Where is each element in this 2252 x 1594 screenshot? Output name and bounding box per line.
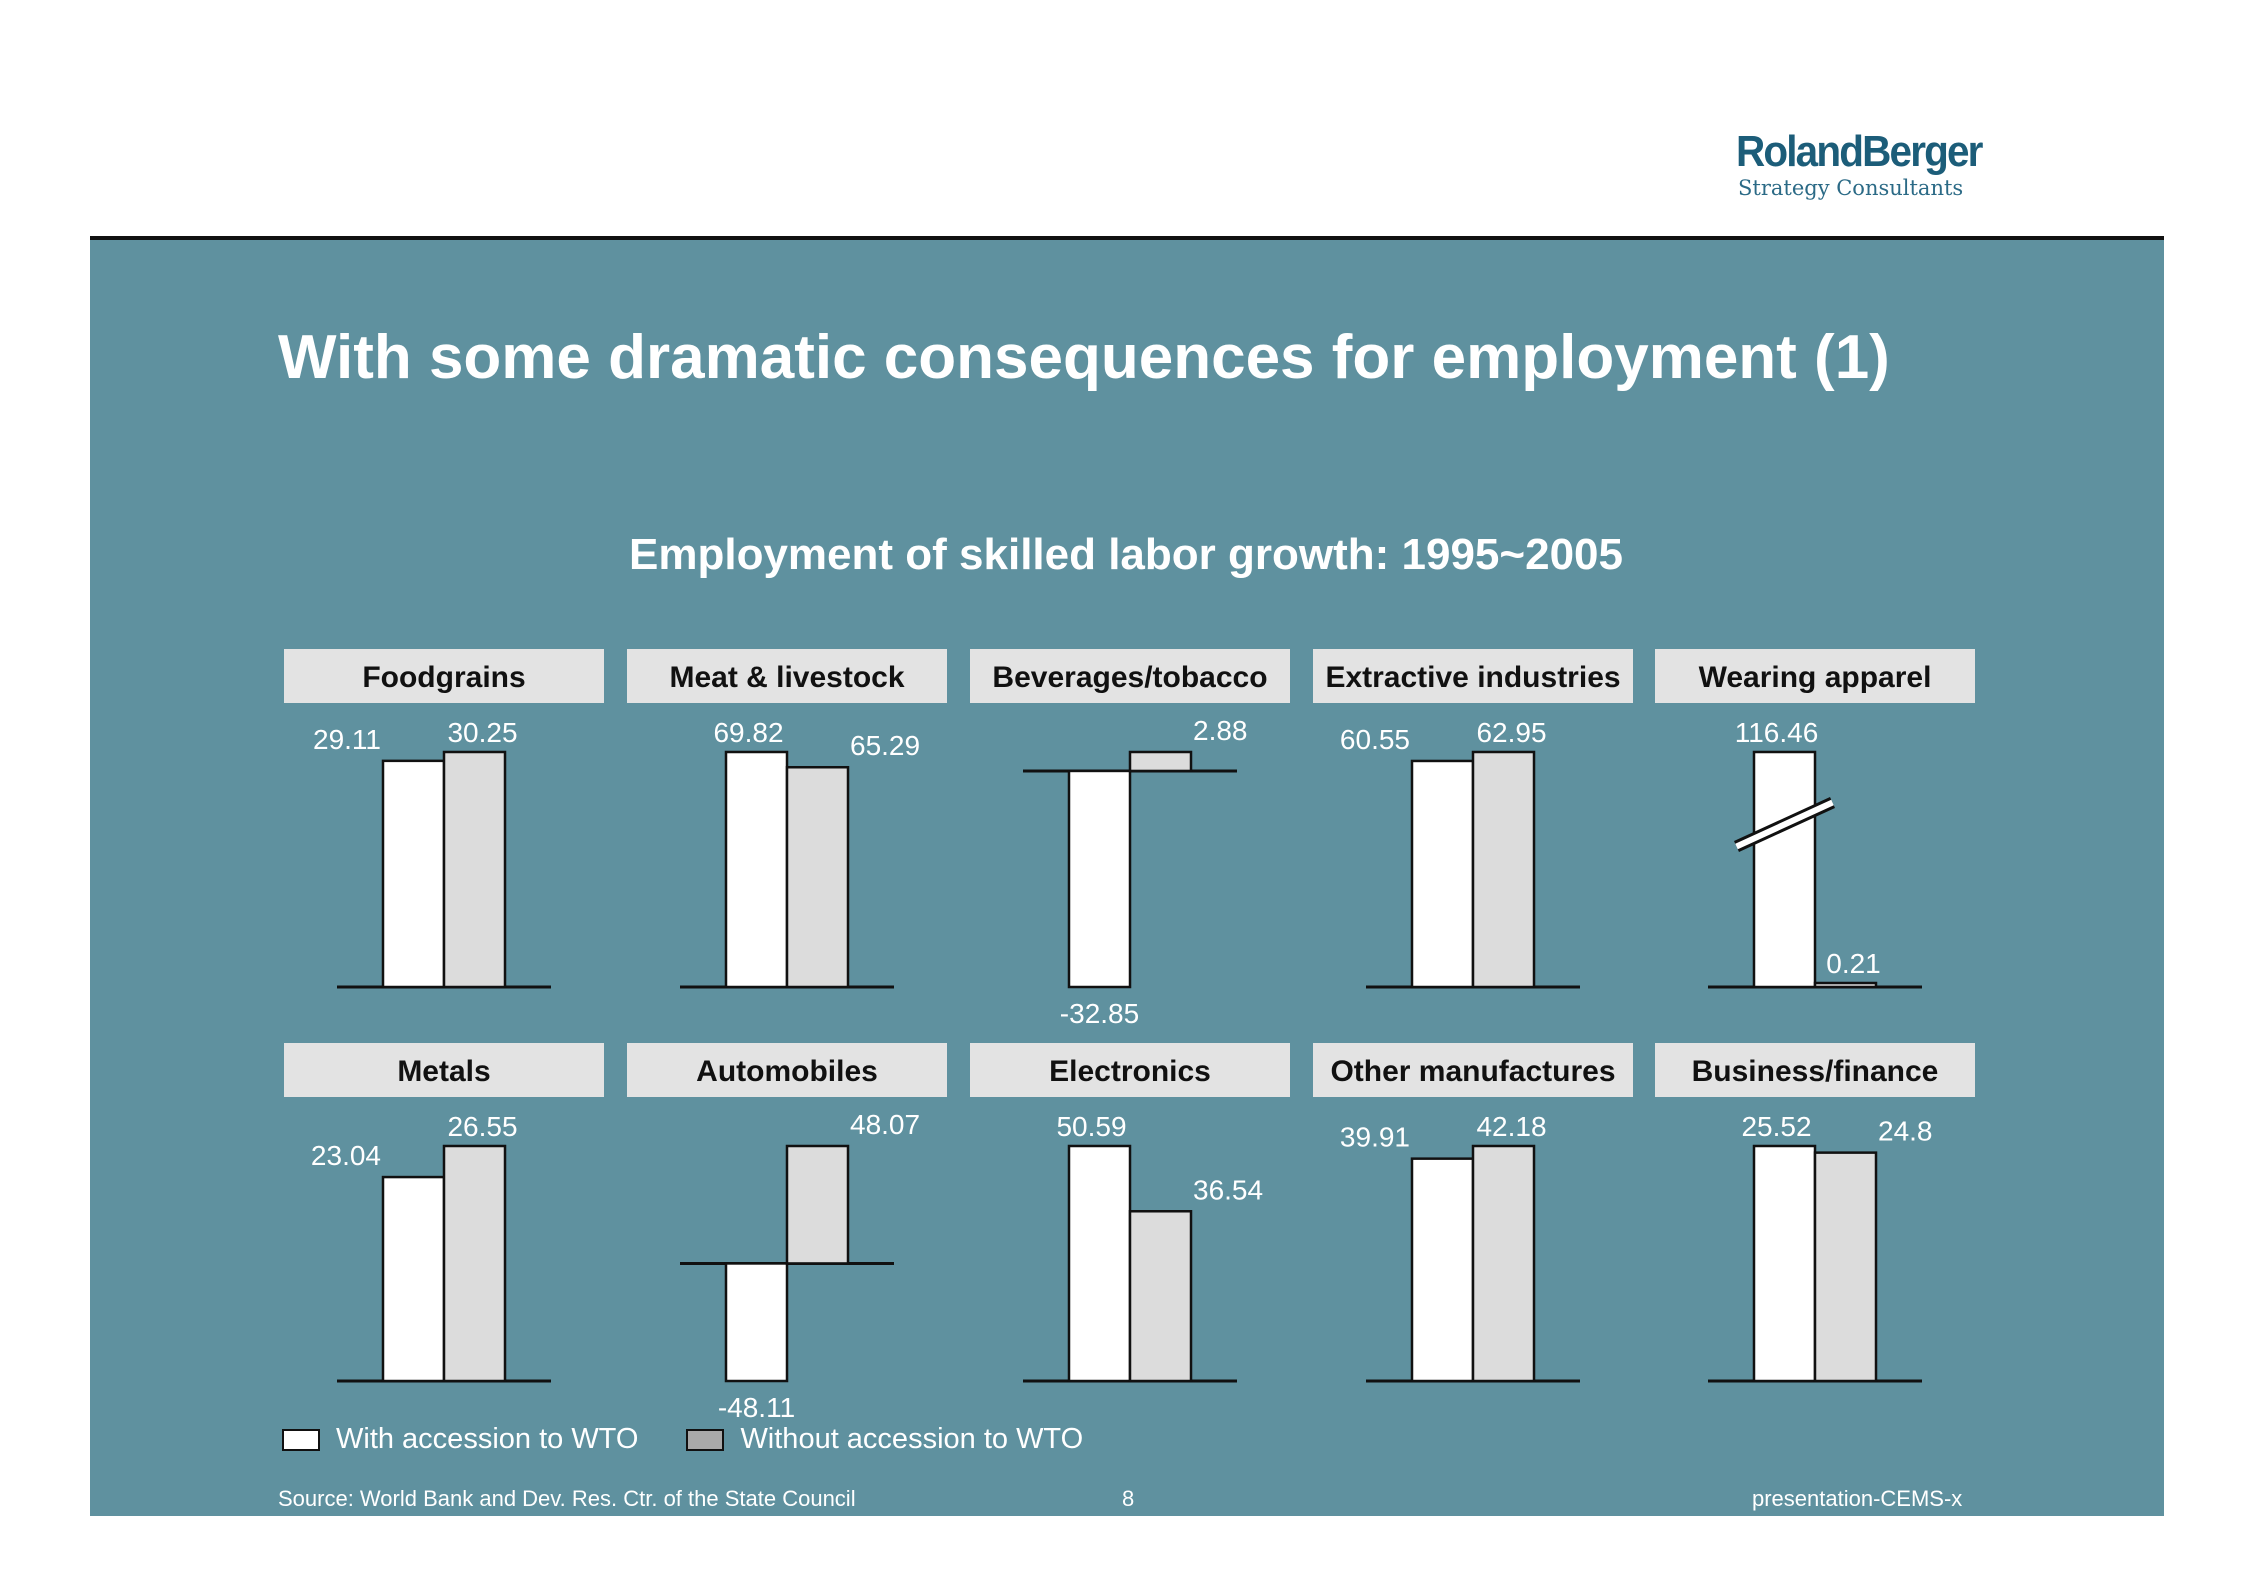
- data-label-automobiles-without: 48.07: [850, 1109, 920, 1140]
- bar-meat-livestock-with: [724, 750, 789, 989]
- panel-label-business-finance: Business/finance: [1692, 1055, 1939, 1088]
- data-label-other-manufactures-with: 39.91: [1340, 1122, 1410, 1153]
- bar-electronics-without: [1128, 1210, 1193, 1383]
- company-logo: RolandBerger Strategy Consultants: [1736, 127, 1986, 201]
- bar-automobiles-with: [724, 1262, 789, 1383]
- data-label-beverages-tobacco-with: -32.85: [1060, 998, 1139, 1029]
- bar-business-finance-without: [1813, 1151, 1878, 1383]
- data-label-electronics-with: 50.59: [1056, 1111, 1126, 1142]
- panel-header-business-finance: [1655, 1043, 1975, 1097]
- panel-label-metals: Metals: [397, 1055, 490, 1088]
- panel-label-automobiles: Automobiles: [696, 1055, 878, 1088]
- data-label-automobiles-with: -48.11: [718, 1392, 795, 1423]
- panel-label-other-manufactures: Other manufactures: [1330, 1055, 1615, 1088]
- panel-header-metals: [284, 1043, 604, 1097]
- document-id: presentation-CEMS-x: [1752, 1486, 1963, 1511]
- panel-label-wearing-apparel: Wearing apparel: [1699, 661, 1932, 694]
- bar-metals-with: [381, 1175, 446, 1383]
- data-label-other-manufactures-without: 42.18: [1476, 1111, 1546, 1142]
- data-label-business-finance-with: 25.52: [1741, 1111, 1811, 1142]
- panel-label-meat-livestock: Meat & livestock: [669, 661, 904, 694]
- data-label-metals-with: 23.04: [311, 1140, 381, 1171]
- data-label-foodgrains-without: 30.25: [447, 717, 517, 748]
- panel-header-beverages-tobacco: [970, 649, 1290, 703]
- panel-header-extractive-industries: [1313, 649, 1633, 703]
- data-label-extractive-industries-without: 62.95: [1476, 717, 1546, 748]
- chart-title: Employment of skilled labor growth: 1995…: [629, 530, 1623, 579]
- source-note: Source: World Bank and Dev. Res. Ctr. of…: [278, 1486, 856, 1511]
- legend-item-without: Without accession to WTO: [686, 1423, 1083, 1456]
- bar-meat-livestock-without: [785, 765, 850, 989]
- data-label-meat-livestock-with: 69.82: [713, 717, 783, 748]
- logo-wordmark: RolandBerger: [1736, 127, 1983, 176]
- data-label-metals-without: 26.55: [447, 1111, 517, 1142]
- slide-title: With some dramatic consequences for empl…: [278, 323, 1890, 392]
- panel-label-beverages-tobacco: Beverages/tobacco: [992, 661, 1267, 694]
- bar-metals-without: [442, 1144, 507, 1383]
- panel-header-wearing-apparel: [1655, 649, 1975, 703]
- panel-header-automobiles: [627, 1043, 947, 1097]
- bar-electronics-with: [1067, 1144, 1132, 1383]
- legend-label-without: Without accession to WTO: [740, 1423, 1084, 1455]
- panel-label-electronics: Electronics: [1049, 1055, 1211, 1088]
- bar-other-manufactures-with: [1410, 1157, 1475, 1383]
- data-label-foodgrains-with: 29.11: [313, 724, 381, 755]
- panel-header-foodgrains: [284, 649, 604, 703]
- data-label-business-finance-without: 24.8: [1878, 1116, 1933, 1147]
- logo-tagline: Strategy Consultants: [1738, 176, 1964, 200]
- bar-foodgrains-without: [442, 750, 507, 989]
- legend-swatch-without: [686, 1428, 725, 1451]
- bar-automobiles-without: [785, 1144, 850, 1265]
- data-label-electronics-without: 36.54: [1193, 1174, 1263, 1205]
- data-label-wearing-apparel-with: 116.46: [1735, 717, 1819, 748]
- panel-header-meat-livestock: [627, 649, 947, 703]
- panel-label-foodgrains: Foodgrains: [362, 661, 525, 694]
- bar-business-finance-with: [1752, 1144, 1817, 1383]
- data-label-extractive-industries-with: 60.55: [1340, 724, 1410, 755]
- bar-beverages-tobacco-without: [1128, 750, 1193, 773]
- bar-extractive-industries-with: [1410, 759, 1475, 989]
- chart-legend: With accession to WTO Without accession …: [282, 1423, 1131, 1456]
- data-label-beverages-tobacco-without: 2.88: [1193, 715, 1248, 746]
- header-divider: [90, 236, 2164, 240]
- bar-other-manufactures-without: [1471, 1144, 1536, 1383]
- bar-extractive-industries-without: [1471, 750, 1536, 989]
- panel-header-other-manufactures: [1313, 1043, 1633, 1097]
- legend-swatch-with: [282, 1428, 320, 1451]
- data-label-wearing-apparel-without: 0.21: [1826, 948, 1881, 979]
- page-number: 8: [1122, 1486, 1135, 1511]
- bar-wearing-apparel-without: [1813, 981, 1878, 989]
- bar-wearing-apparel-with: [1752, 750, 1817, 989]
- bar-foodgrains-with: [381, 759, 446, 989]
- axis-break-marker-wearing-apparel: [1735, 799, 1834, 850]
- panel-header-electronics: [970, 1043, 1290, 1097]
- legend-label-with: With accession to WTO: [336, 1423, 639, 1455]
- bar-beverages-tobacco-with: [1067, 769, 1132, 989]
- legend-item-with: With accession to WTO: [282, 1423, 638, 1456]
- data-label-meat-livestock-without: 65.29: [850, 730, 920, 761]
- panel-label-extractive-industries: Extractive industries: [1325, 661, 1620, 694]
